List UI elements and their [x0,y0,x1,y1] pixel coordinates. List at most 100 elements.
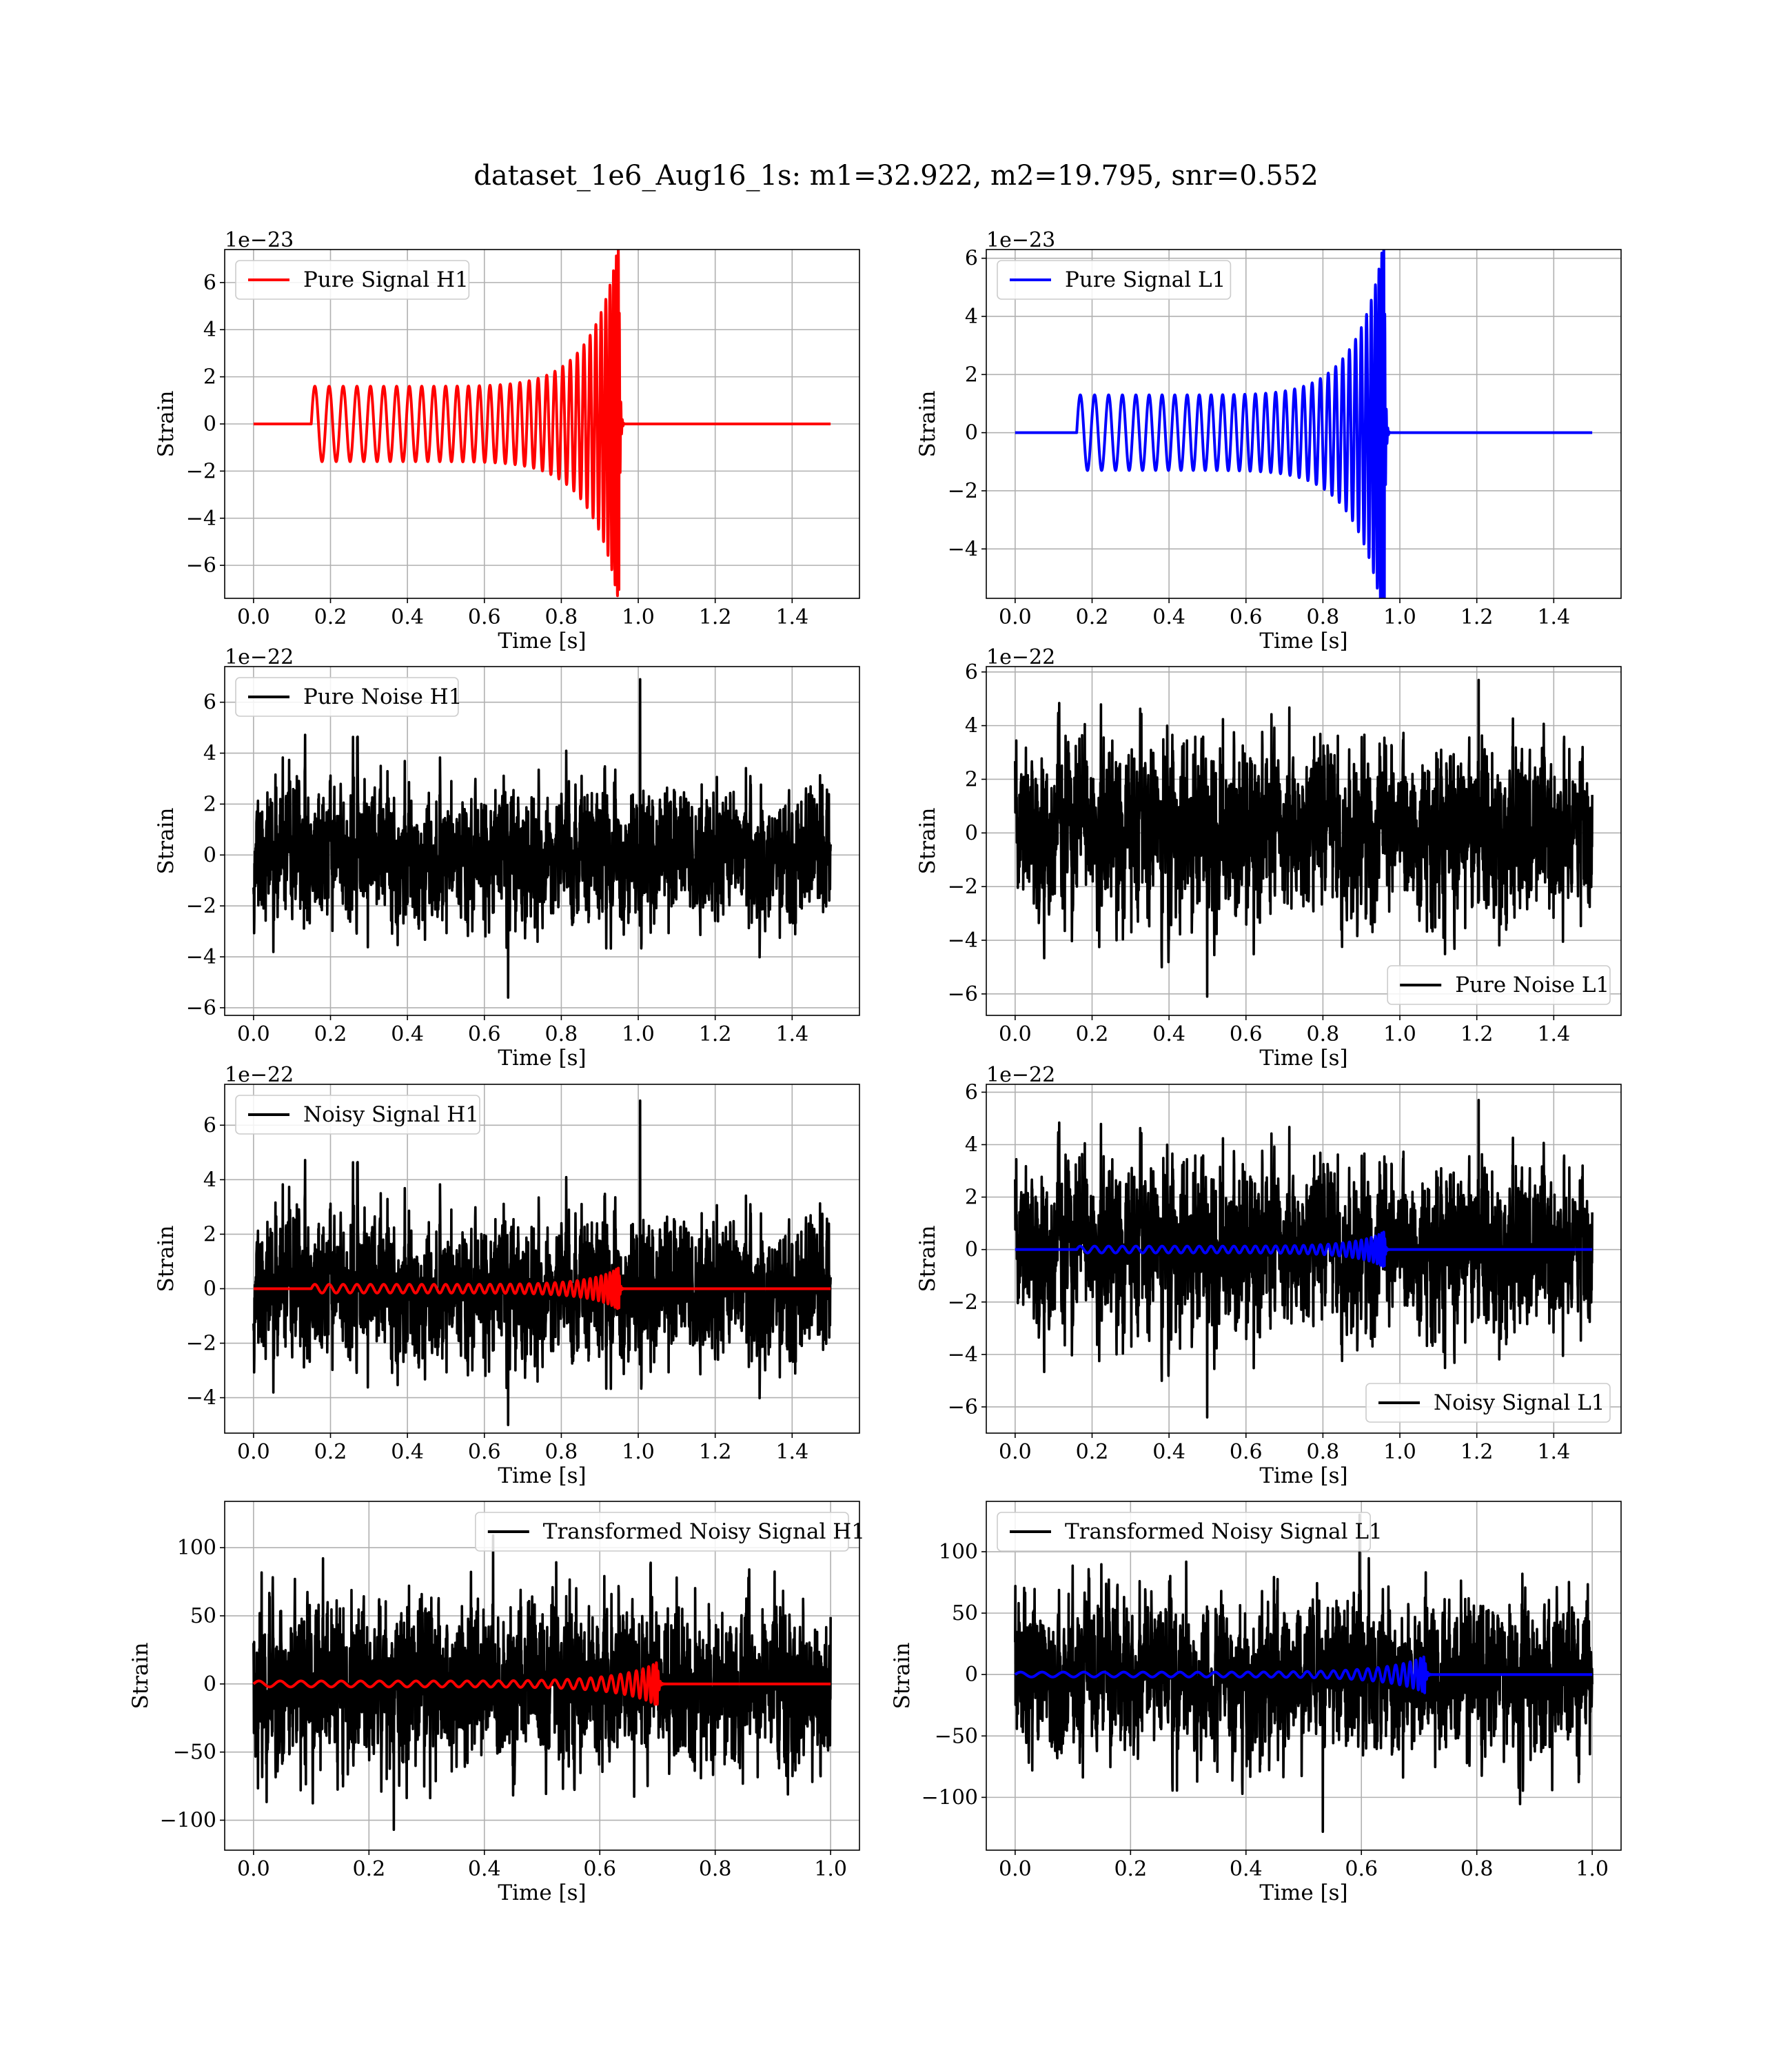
series-line-signal [253,1266,831,1310]
x-tick-label: 0.8 [1307,605,1340,629]
y-axis-label: Strain [915,1226,940,1292]
x-axis-label: Time [s] [1259,1881,1347,1905]
series-line-noise [252,1534,832,1832]
axes-frame [986,666,1622,1016]
series-line-noise [1014,1513,1594,1834]
x-tick-label: 0.8 [1307,1022,1340,1046]
x-tick-label: 1.2 [699,605,732,629]
legend-label: Noisy Signal H1 [303,1102,479,1127]
figure-title: dataset_1e6_Aug16_1s: m1=32.922, m2=19.7… [474,160,1318,192]
subplot-noisy-signal-l1: 0.0 0.2 0.4 0.6 0.8 1.0 1.2 1.4 −6 −4 −2 0 2 4 6 Time [… [915,1063,1622,1488]
series-line-signal [1015,1230,1593,1268]
legend-box [1387,965,1611,1005]
x-tick-label: 0.0 [237,1857,270,1881]
axes-frame [986,249,1622,599]
x-tick-label: 0.2 [314,605,347,629]
y-tick-label: −50 [173,1741,216,1765]
x-tick-label: 0.2 [1076,1440,1109,1464]
legend-label: Pure Noise H1 [303,685,462,709]
y-tick-label: −6 [186,554,216,578]
x-tick-label: 0.4 [391,605,424,629]
series-line-signal [1014,1655,1593,1694]
x-tick-label: 1.0 [1383,1440,1416,1464]
x-tick-label: 0.6 [1230,1440,1263,1464]
y-tick-label: 4 [965,714,978,738]
series-line-noise [252,678,832,999]
y-tick-label: 0 [965,1663,978,1687]
y-tick-label: −6 [186,996,216,1020]
y-tick-label: −4 [948,929,978,953]
legend: Pure Noise H1 [235,677,462,717]
y-tick-label: −2 [948,1290,978,1315]
axes-frame [224,1084,860,1434]
axes-frame [986,1501,1622,1851]
legend-label: Pure Signal L1 [1065,267,1225,292]
x-tick-label: 1.2 [699,1440,732,1464]
ticks: 0.0 0.2 0.4 0.6 0.8 1.0 1.2 1.4 −6 −4 −2 0 2 4 6 [948,660,1570,1046]
x-tick-label: 0.8 [1307,1440,1340,1464]
y-tick-label: −4 [186,945,216,969]
x-tick-label: 0.8 [545,605,578,629]
plot-area [252,1534,832,1832]
y-tick-label: −2 [186,1332,216,1356]
legend-box [997,1512,1372,1552]
x-axis-label: Time [s] [498,1046,586,1071]
x-tick-label: 0.2 [314,1440,347,1464]
y-tick-label: 2 [965,767,978,791]
y-tick-label: 0 [965,1238,978,1262]
y-tick-label: −2 [948,875,978,899]
y-tick-label: 100 [939,1540,978,1564]
y-tick-label: 50 [952,1601,978,1625]
legend-box [235,260,470,300]
x-tick-label: 0.6 [468,605,501,629]
y-tick-label: 0 [203,1277,216,1301]
y-axis-label: Strain [890,1643,915,1710]
x-tick-label: 0.4 [468,1857,501,1881]
ticks: 0.0 0.2 0.4 0.6 0.8 1.0 1.2 1.4 −4 −2 0 2 4 6 [948,247,1570,629]
axis-offset-label: 1e−22 [225,1063,294,1087]
x-tick-label: 0.8 [545,1022,578,1046]
y-tick-label: 6 [203,271,216,295]
x-tick-label: 0.2 [314,1022,347,1046]
y-tick-label: −100 [160,1809,216,1833]
subplot-noisy-signal-h1: 0.0 0.2 0.4 0.6 0.8 1.0 1.2 1.4 −4 −2 0 2 4 6 Time [s]… [154,1063,860,1488]
y-tick-label: −6 [948,982,978,1006]
x-tick-label: 1.4 [775,1022,808,1046]
ticks: 0.0 0.2 0.4 0.6 0.8 1.0 1.2 1.4 −6 −4 −2 0 2 4 6 [186,691,808,1046]
y-tick-label: −50 [935,1724,978,1748]
grid-lines [986,250,1621,598]
x-axis-label: Time [s] [498,1881,586,1905]
y-tick-label: 4 [203,742,216,766]
subplot-pure-signal-l1: 0.0 0.2 0.4 0.6 0.8 1.0 1.2 1.4 −4 −2 0 2 4 6 Time [s]… [915,228,1622,653]
plot-area [252,678,832,999]
x-tick-label: 0.8 [1460,1857,1494,1881]
subplot-pure-noise-l1: 0.0 0.2 0.4 0.6 0.8 1.0 1.2 1.4 −6 −4 −2 0 2 4 6 Time [… [915,645,1622,1071]
x-tick-label: 0.6 [583,1857,616,1881]
subplot-transformed-noisy-signal-l1: 0.0 0.2 0.4 0.6 0.8 1.0 −100 −50 0 50 100 Time [s] S… [890,1501,1622,1905]
x-axis-label: Time [s] [1259,1046,1347,1071]
legend: Noisy Signal L1 [1365,1383,1611,1423]
x-tick-label: 0.2 [1114,1857,1147,1881]
legend-box [997,260,1232,300]
axis-offset-label: 1e−22 [986,1063,1055,1087]
x-tick-label: 1.0 [1576,1857,1609,1881]
x-tick-label: 1.4 [1537,1022,1570,1046]
plot-area [1014,1513,1594,1834]
y-tick-label: 0 [965,821,978,845]
y-tick-label: 0 [203,843,216,867]
series-line-noise [1014,1099,1594,1419]
legend: Pure Noise L1 [1387,965,1611,1005]
x-tick-label: 1.0 [1383,605,1416,629]
legend-label: Noisy Signal L1 [1434,1390,1605,1415]
legend-box [235,677,459,717]
x-tick-label: 0.0 [999,605,1032,629]
x-tick-label: 1.2 [1460,1440,1494,1464]
y-tick-label: 0 [965,421,978,445]
x-tick-label: 0.6 [1345,1857,1378,1881]
x-axis-label: Time [s] [1259,629,1347,653]
y-tick-label: 2 [203,1222,216,1246]
axis-offset-label: 1e−22 [986,645,1055,669]
x-tick-label: 0.6 [1230,605,1263,629]
legend-label: Transformed Noisy Signal L1 [1065,1519,1383,1544]
x-tick-label: 0.4 [1152,605,1185,629]
